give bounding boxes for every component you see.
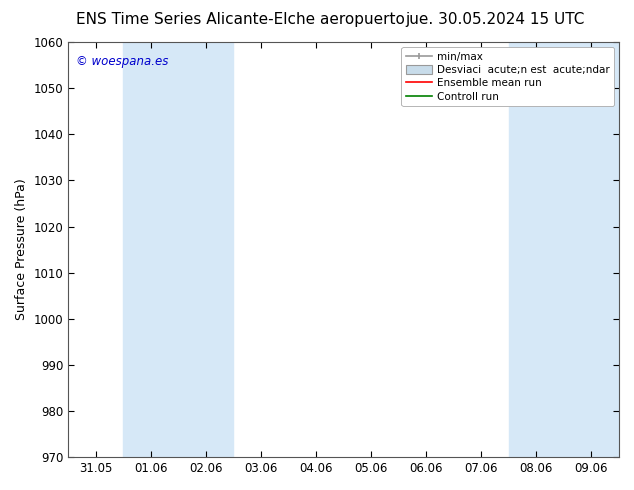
Text: © woespana.es: © woespana.es	[77, 54, 169, 68]
Legend: min/max, Desviaci  acute;n est  acute;ndar, Ensemble mean run, Controll run: min/max, Desviaci acute;n est acute;ndar…	[401, 47, 614, 106]
Bar	[123, 42, 233, 457]
Text: jue. 30.05.2024 15 UTC: jue. 30.05.2024 15 UTC	[405, 12, 584, 27]
Y-axis label: Surface Pressure (hPa): Surface Pressure (hPa)	[15, 179, 28, 320]
Text: ENS Time Series Alicante-Elche aeropuerto: ENS Time Series Alicante-Elche aeropuert…	[77, 12, 405, 27]
Bar	[509, 42, 619, 457]
